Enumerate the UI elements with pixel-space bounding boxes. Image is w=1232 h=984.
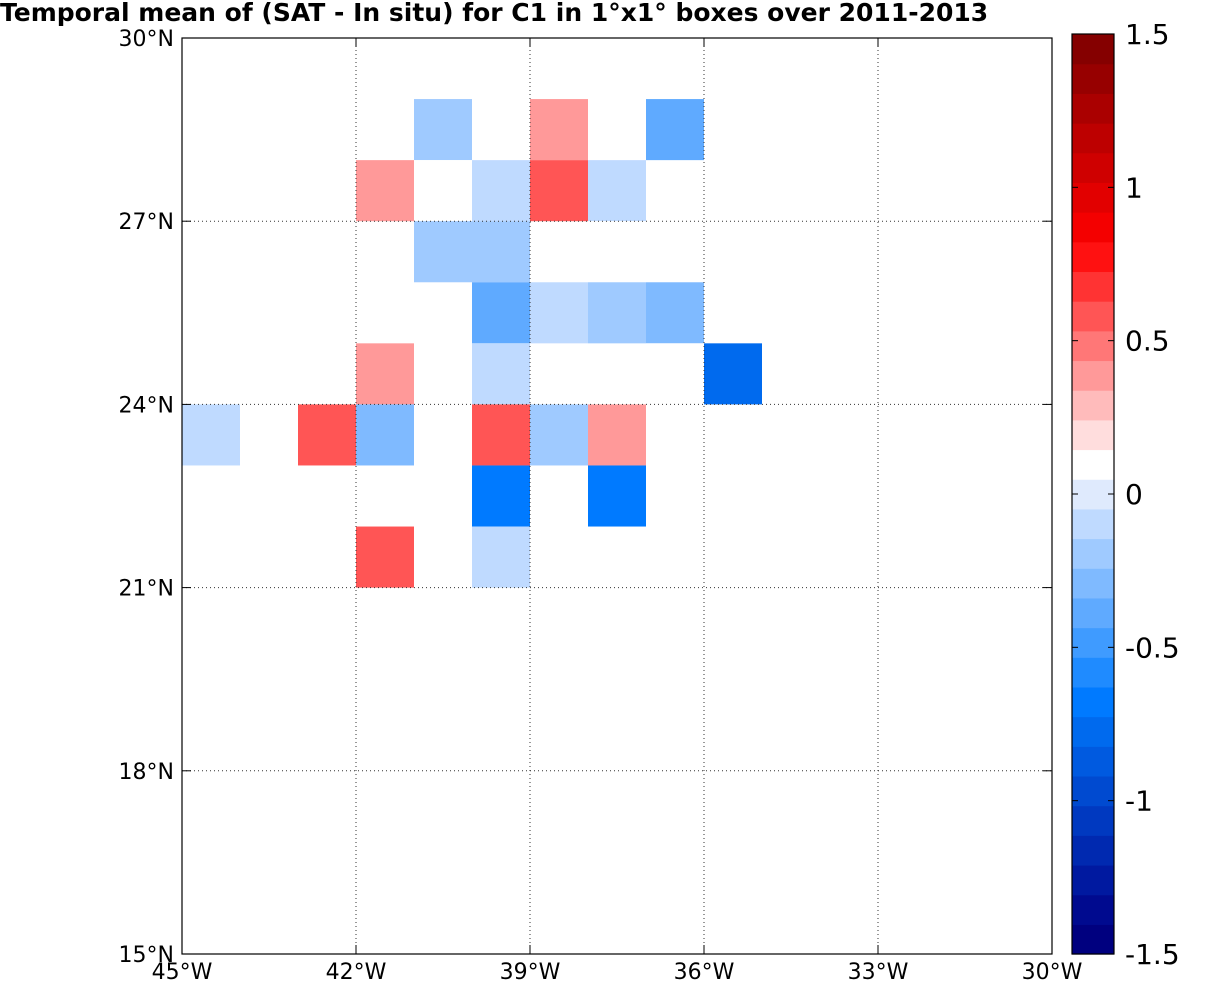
data-box-15 [588,282,646,344]
data-box-12 [356,282,414,344]
data-box-26 [588,404,646,466]
data-box-13 [472,282,530,344]
colorbar-segment-25 [1072,182,1114,213]
data-box-5 [414,160,472,222]
y-tick-label: 24°N [119,393,174,418]
data-box-19 [646,343,704,405]
colorbar-segment-12 [1072,568,1114,599]
data-box-14 [530,282,588,344]
colorbar-segment-5 [1072,775,1114,807]
data-box-18 [472,343,530,405]
colorbar-segment-11 [1072,597,1114,629]
data-box-8 [588,160,646,222]
x-tick-label: 36°W [674,960,735,984]
colorbar-segment-3 [1072,835,1114,866]
data-box-28 [588,465,646,527]
colorbar-segment-26 [1072,152,1114,183]
colorbar-segment-14 [1072,508,1114,540]
data-box-21 [182,404,240,466]
colorbar-segment-2 [1072,864,1114,896]
data-box-22 [298,404,356,466]
colorbar-tick-label: -1.5 [1125,938,1180,971]
data-box-30 [472,526,530,588]
colorbar-segment-28 [1072,93,1114,124]
colorbar-tick-label: 1.5 [1125,18,1170,51]
colorbar-segment-13 [1072,538,1114,569]
data-box-4 [356,160,414,222]
colorbar-segment-6 [1072,746,1114,777]
colorbar-segment-15 [1072,479,1114,510]
data-box-11 [588,221,646,283]
data-box-10 [472,221,530,283]
colorbar-segment-23 [1072,241,1114,273]
data-box-23 [356,404,414,466]
y-tick-label: 30°N [119,27,174,52]
colorbar-tick-label: -1 [1125,785,1153,818]
colorbar-tick-label: -0.5 [1125,631,1180,664]
data-box-3 [240,160,298,222]
colorbar-segment-29 [1072,63,1114,94]
data-box-0 [414,99,472,161]
colorbar-segment-9 [1072,657,1114,688]
colorbar-segment-0 [1072,924,1114,955]
colorbar-tick-label: 0.5 [1125,325,1170,358]
data-box-25 [530,404,588,466]
y-tick-label: 15°N [119,943,174,968]
y-tick-label: 18°N [119,760,174,785]
colorbar-segment-30 [1072,34,1114,65]
data-box-24 [472,404,530,466]
y-tick-label: 27°N [119,210,174,235]
x-tick-label: 42°W [326,960,387,984]
colorbar-tick-label: 1 [1125,171,1143,204]
colorbar-segment-20 [1072,330,1114,362]
colorbar-segment-17 [1072,419,1114,451]
data-box-16 [646,282,704,344]
data-box-6 [472,160,530,222]
x-tick-label: 33°W [848,960,909,984]
colorbar-segment-19 [1072,360,1114,391]
data-box-20 [704,343,762,405]
colorbar-segment-7 [1072,716,1114,747]
data-box-29 [356,526,414,588]
chart-title: Temporal mean of (SAT - In situ) for C1 … [0,0,989,27]
colorbar: 1.5 1 0.5 0 -0.5 -1 -1.5 [1071,18,1180,971]
plot-frame [181,37,1053,955]
x-tick-label: 45°W [152,960,213,984]
data-box-9 [414,221,472,283]
colorbar-segment-1 [1072,894,1114,925]
colorbar-segment-18 [1072,390,1114,421]
data-box-2 [646,99,704,161]
map-area: 45°W 42°W 39°W 36°W 33°W 30°W 15°N 18°N 21°N 24°N… [119,27,1083,984]
colorbar-segment-8 [1072,686,1114,718]
data-box-17 [356,343,414,405]
colorbar-tick-label: 0 [1125,478,1143,511]
colorbar-segment-4 [1072,805,1114,836]
x-tick-label: 30°W [1022,960,1083,984]
colorbar-segment-27 [1072,123,1114,154]
y-tick-label: 21°N [119,577,174,602]
x-tick-label: 39°W [500,960,561,984]
colorbar-segment-16 [1072,449,1114,480]
colorbar-segment-10 [1072,627,1114,658]
colorbar-segment-24 [1072,212,1114,243]
data-box-27 [472,465,530,527]
colorbar-segment-22 [1072,271,1114,302]
data-box-7 [530,160,588,222]
colorbar-segment-21 [1072,301,1114,332]
data-box-1 [530,99,588,161]
